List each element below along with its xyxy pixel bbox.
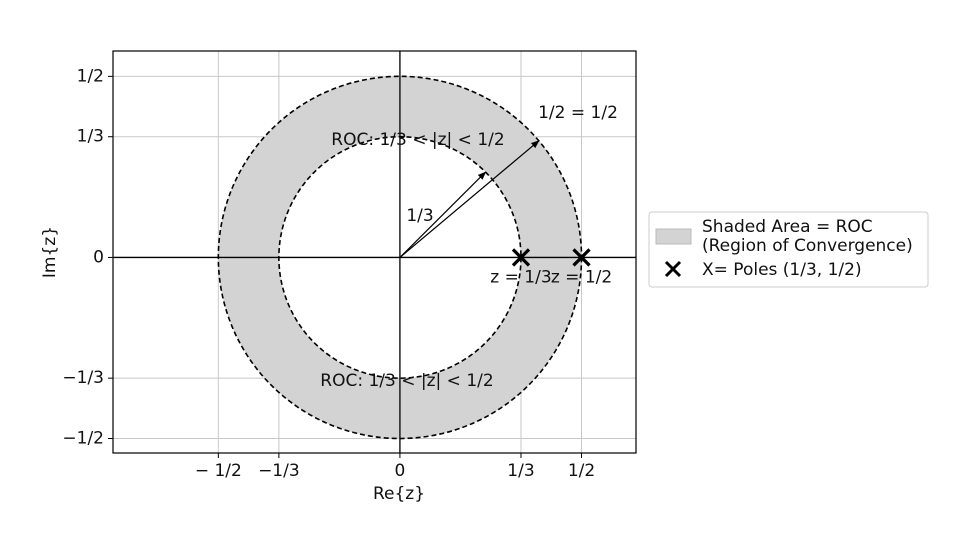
y-tick-label: −1/3 — [62, 368, 104, 388]
roc-region — [218, 76, 582, 439]
legend-label: Shaded Area = ROC — [702, 217, 873, 237]
annotation: ROC: 1/3 < |z| < 1/2 — [331, 130, 504, 150]
annotation: ROC: 1/3 < |z| < 1/2 — [320, 371, 493, 391]
x-tick-label: − 1/2 — [195, 461, 242, 481]
x-tick-label: 1/3 — [507, 461, 534, 481]
x-axis-label: Re{z} — [373, 484, 425, 504]
legend-swatch — [655, 228, 692, 245]
x-tick-label: 0 — [395, 461, 406, 481]
y-tick-label: 0 — [93, 247, 104, 267]
legend-label: (Region of Convergence) — [702, 236, 913, 256]
plot-area: − 1/2 −1/3 0 1/3 1/2 −1/2 −1/3 0 1/3 1/2 z = 1/3 z … — [62, 50, 637, 481]
pole-label: z = 1/2 — [551, 267, 612, 287]
y-tick-label: 1/2 — [77, 66, 104, 86]
pole-marker — [572, 248, 591, 267]
annotation: 1/2 = 1/2 — [538, 103, 618, 123]
x-tick-label: −1/3 — [258, 461, 300, 481]
pole-label: z = 1/3 — [490, 267, 551, 287]
y-axis-label: Im{z} — [40, 226, 60, 278]
legend-marker — [664, 260, 682, 278]
annotation: 1/3 — [406, 206, 433, 226]
radius-arrow — [399, 140, 540, 258]
pole-marker — [511, 248, 531, 267]
radius-arrow — [399, 171, 487, 258]
y-tick-label: 1/3 — [77, 127, 104, 147]
plot-frame — [112, 50, 637, 454]
legend-label: X= Poles (1/3, 1/2) — [702, 260, 862, 280]
y-tick-label: −1/2 — [62, 429, 104, 449]
x-tick-label: 1/2 — [568, 461, 595, 481]
legend: Shaded Area = ROC (Region of Convergence… — [648, 211, 929, 288]
legend-box — [648, 211, 929, 288]
